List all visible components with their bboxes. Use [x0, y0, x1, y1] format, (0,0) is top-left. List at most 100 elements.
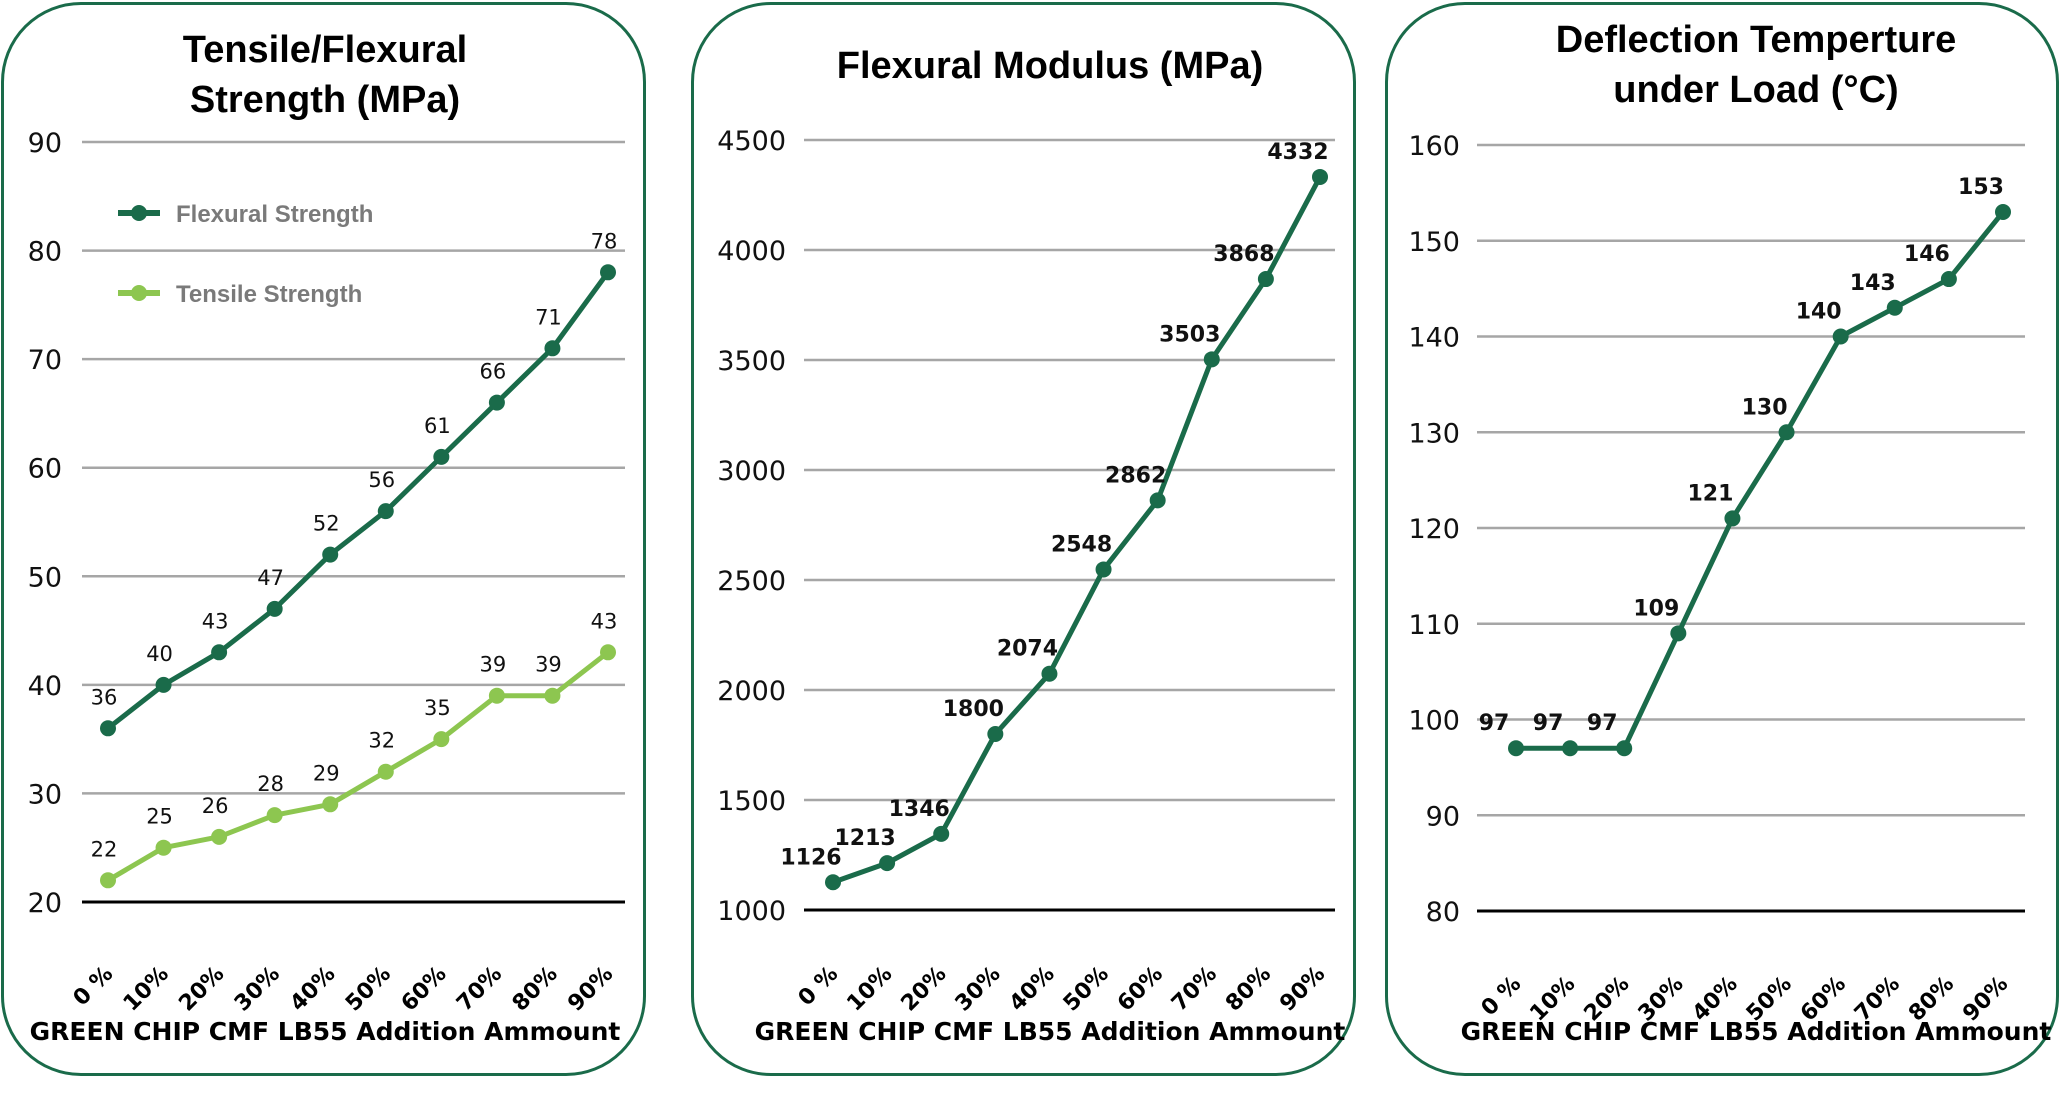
chart-1-series-0-point: [1041, 665, 1058, 682]
chart-0-series-1-point: [600, 644, 616, 661]
chart-1-series-0-line: [832, 175, 1323, 885]
chart-0-x-tick-label: 70%: [452, 962, 507, 1017]
chart-0-series-0-point: [322, 546, 339, 563]
chart-0-series-1-point: [322, 796, 339, 813]
chart-0-x-tick-label: 80%: [508, 962, 563, 1017]
chart-2-title-line-1: under Load (°C): [1613, 69, 1898, 111]
chart-0-series-0-point: [100, 720, 116, 737]
chart-1-series-0-data-label: 3503: [1159, 322, 1220, 347]
chart-0-series-0-data-label: 56: [368, 468, 395, 492]
chart-2-series-0-data-label: 97: [1587, 711, 1618, 736]
chart-0-y-tick-label: 40: [28, 671, 62, 702]
chart-1-x-tick-label: 10%: [842, 962, 897, 1017]
chart-2-x-tick-label: 0 %: [1477, 972, 1527, 1022]
chart-2-series-0-point: [1778, 424, 1795, 441]
chart-0-series-1-data-label: 43: [591, 609, 618, 633]
chart-0-x-tick-label: 0 %: [69, 962, 119, 1012]
chart-0-x-tick-label: 30%: [230, 962, 285, 1017]
chart-2-series-0-data-label: 121: [1687, 481, 1733, 506]
chart-1-y-tick-label: 2000: [717, 676, 786, 707]
chart-0-series-1-point: [155, 839, 172, 856]
chart-2-series-0-point: [1940, 271, 1957, 288]
chart-0-x-axis-title: GREEN CHIP CMF LB55 Addition Ammount: [30, 1017, 621, 1046]
chart-1-series-0-data-label: 1346: [889, 797, 950, 822]
chart-1-series-0-data-label: 4332: [1267, 140, 1328, 165]
chart-2-series-0-data-label: 109: [1633, 596, 1679, 621]
chart-2-y-tick-label: 90: [1426, 801, 1460, 832]
chart-1-series-0-data-label: 2862: [1105, 463, 1166, 488]
chart-0-series-1-data-label: 28: [257, 772, 284, 796]
chart-0-series-1-point: [488, 687, 505, 704]
chart-2-series-0-data-label: 153: [1958, 175, 2004, 200]
chart-0-y-tick-label: 20: [28, 888, 62, 919]
chart-0-series-1-data-label: 35: [424, 696, 451, 720]
chart-0-series-1-data-label: 32: [368, 729, 395, 753]
chart-1-x-tick-label: 30%: [951, 962, 1006, 1017]
chart-2-series-0-data-label: 140: [1796, 300, 1842, 325]
chart-0-y-tick-label: 60: [28, 454, 62, 485]
chart-2-series-0-data-label: 97: [1479, 711, 1510, 736]
chart-1-y-tick-label: 1500: [717, 786, 786, 817]
chart-0-series-0-point: [544, 340, 561, 357]
chart-2-series-0-data-label: 146: [1904, 242, 1950, 267]
chart-2-series-0-point: [1724, 510, 1741, 527]
chart-1-y-tick-label: 2500: [717, 566, 786, 597]
chart-2-y-tick-label: 80: [1426, 897, 1460, 928]
chart-1-series-0-point: [879, 855, 896, 872]
chart-0-series-0-data-label: 78: [591, 229, 618, 253]
chart-0-series-1-point: [544, 687, 561, 704]
chart-1-series-0-data-label: 1213: [834, 826, 895, 851]
chart-0-series-0-point: [155, 676, 172, 693]
chart-0-y-tick-label: 70: [28, 345, 62, 376]
chart-1-series-0-point: [1312, 168, 1328, 185]
chart-2-title-line-0: Deflection Temperture: [1556, 19, 1956, 61]
chart-2-series-0-point: [1832, 328, 1849, 345]
chart-0-series-0-point: [488, 394, 505, 411]
chart-0-y-tick-label: 80: [28, 237, 62, 268]
chart-2-y-tick-label: 120: [1408, 514, 1460, 545]
chart-0-series-1-data-label: 26: [202, 794, 229, 818]
chart-0-series-0-point: [600, 264, 616, 281]
chart-0-x-tick-label: 20%: [174, 962, 229, 1017]
chart-0-y-tick-label: 50: [28, 562, 62, 593]
chart-1-y-tick-label: 4000: [717, 236, 786, 267]
chart-2-series-0-point: [1562, 740, 1579, 757]
chart-1-y-tick-label: 3000: [717, 456, 786, 487]
chart-0-series-1-data-label: 25: [146, 805, 173, 829]
chart-0-x-tick-label: 60%: [397, 962, 452, 1017]
chart-2-series-0-data-label: 97: [1533, 711, 1564, 736]
chart-1-title-line-0: Flexural Modulus (MPa): [837, 45, 1263, 87]
chart-0-legend-swatch-marker: [131, 285, 147, 301]
chart-0-series-0-point: [266, 600, 283, 617]
chart-panel-strength: [1, 2, 646, 1076]
chart-2-series-0-point: [1670, 625, 1687, 642]
chart-1-series-0-data-label: 3868: [1213, 242, 1274, 267]
chart-0-series-1-point: [211, 828, 228, 845]
chart-1-series-0-point: [1149, 492, 1166, 509]
chart-0-series-0-data-label: 43: [202, 609, 229, 633]
chart-0-series-0-data-label: 36: [91, 685, 118, 709]
chart-2-series-0-point: [1995, 204, 2011, 221]
chart-0-series-0-data-label: 52: [313, 512, 340, 536]
chart-1-x-axis-title: GREEN CHIP CMF LB55 Addition Ammount: [755, 1017, 1346, 1046]
chart-1-x-tick-label: 80%: [1221, 962, 1276, 1017]
chart-1-series-0-data-label: 1800: [943, 697, 1004, 722]
chart-2-series-0-data-label: 143: [1850, 271, 1896, 296]
chart-0-series-1-point: [100, 872, 116, 889]
chart-2-series-0-point: [1508, 740, 1524, 757]
chart-0-x-tick-label: 10%: [119, 962, 174, 1017]
chart-0-x-tick-label: 90%: [563, 962, 618, 1017]
chart-1-x-tick-label: 50%: [1059, 962, 1114, 1017]
chart-0-series-1-data-label: 39: [480, 653, 507, 677]
chart-0-series-1-point: [433, 731, 450, 748]
chart-0-series-0-data-label: 40: [146, 642, 173, 666]
chart-1-series-0-data-label: 2074: [997, 637, 1058, 662]
chart-2-y-tick-label: 110: [1408, 610, 1460, 641]
chart-0-series-0-point: [211, 644, 228, 661]
chart-2-series-0-data-label: 130: [1742, 395, 1788, 420]
chart-0-x-tick-label: 50%: [341, 962, 396, 1017]
chart-2-y-tick-label: 150: [1408, 227, 1460, 258]
chart-2-x-axis-title: GREEN CHIP CMF LB55 Addition Ammount: [1461, 1017, 2052, 1046]
chart-0-legend-label: Tensile Strength: [176, 281, 362, 308]
chart-1-x-tick-label: 20%: [897, 962, 952, 1017]
